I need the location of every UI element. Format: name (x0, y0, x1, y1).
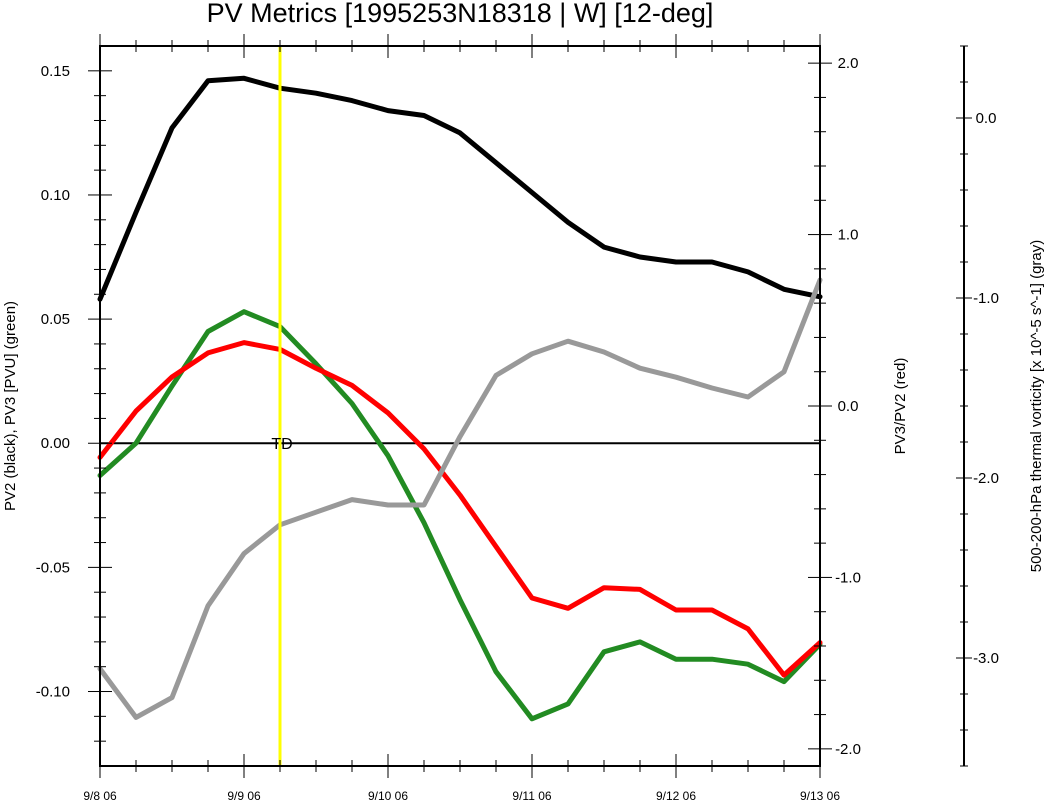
x-tick-label: 9/8 06 (83, 789, 117, 803)
far-right-tick-label: -3.0 (973, 650, 999, 667)
x-tick-label: 9/10 06 (368, 789, 408, 803)
right-tick-label: -1.0 (835, 569, 861, 586)
right-tick-label: 2.0 (838, 55, 859, 72)
x-tick-label: 9/12 06 (656, 789, 696, 803)
far-right-tick-label: 0.0 (976, 110, 997, 127)
left-tick-label: 0.10 (41, 187, 70, 204)
chart-title: PV Metrics [1995253N18318 | W] [12-deg] (207, 0, 714, 28)
plot-frame (99, 45, 965, 767)
series-line-4 (97, 277, 823, 720)
left-tick-label: -0.10 (36, 684, 70, 701)
far-right-axis-label: 500-200-hPa thermal vorticity [x 10^-5 s… (1028, 240, 1045, 573)
axis-ticks (88, 34, 972, 778)
right-tick-label: 0.0 (838, 398, 859, 415)
right-axis-label: PV3/PV2 (red) (892, 358, 909, 455)
series-line-3 (97, 340, 823, 678)
left-tick-label: 0.00 (41, 435, 70, 452)
left-tick-label: -0.05 (36, 559, 70, 576)
td-annotation: TD (271, 436, 292, 453)
left-tick-label: 0.15 (41, 63, 70, 80)
x-tick-label: 9/11 06 (512, 789, 551, 803)
far-right-tick-label: -2.0 (973, 470, 999, 487)
left-tick-label: 0.05 (41, 311, 70, 328)
tick-labels: 0.15 0.10 0.05 0.00 -0.05 -0.10 2.0 1.0 0.0 -1.0 -… (36, 55, 999, 803)
right-tick-label: -2.0 (835, 741, 861, 758)
left-axis-label: PV2 (black), PV3 [PVU] (green) (2, 301, 19, 511)
series-line-2 (97, 309, 823, 722)
series-line-1 (97, 75, 823, 302)
right-tick-label: 1.0 (838, 227, 859, 244)
far-right-tick-label: -1.0 (973, 290, 999, 307)
x-tick-label: 9/9 06 (227, 789, 261, 803)
x-tick-label: 9/13 06 (800, 789, 840, 803)
series-lines: TD (97, 46, 823, 766)
